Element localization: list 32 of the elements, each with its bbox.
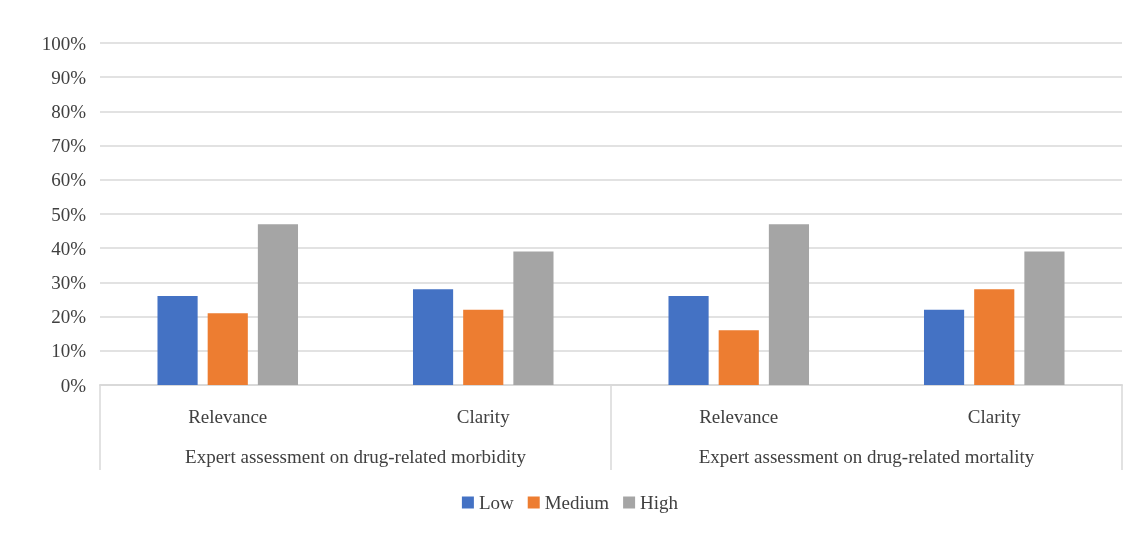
y-tick-label: 80%	[51, 100, 87, 122]
legend-label: High	[640, 492, 679, 513]
bar	[463, 309, 504, 385]
bar	[1024, 251, 1065, 385]
bar	[718, 330, 759, 385]
bar	[668, 296, 709, 385]
bar	[768, 224, 810, 385]
bar	[974, 289, 1015, 385]
y-tick-label: 20%	[51, 306, 87, 328]
y-tick-label: 60%	[51, 169, 87, 191]
bar	[513, 251, 554, 385]
bar	[207, 313, 248, 385]
legend-label: Low	[478, 492, 514, 513]
x-tick-label: Clarity	[967, 406, 1022, 427]
y-tick-label: 30%	[51, 271, 87, 293]
y-tick-label: 10%	[51, 340, 87, 362]
x-tick-label: Relevance	[699, 406, 779, 427]
text: Expert assessment on drug-related morbidity	[185, 446, 527, 467]
x-tick-label: Relevance	[188, 406, 268, 427]
y-tick-label: 70%	[51, 135, 87, 157]
y-tick-label: 100%	[41, 32, 87, 54]
y-tick-label: 90%	[51, 66, 87, 88]
bar	[157, 296, 198, 385]
y-tick-label: 40%	[51, 237, 87, 259]
x-tick-label: Clarity	[456, 406, 511, 427]
bar	[412, 289, 454, 385]
text: Expert assessment on drug-related mortality	[698, 446, 1035, 467]
y-tick-label: 0%	[60, 374, 87, 396]
legend-label: Medium	[544, 492, 610, 513]
bar	[923, 309, 965, 385]
y-tick-label: 50%	[51, 203, 87, 225]
bar	[257, 224, 299, 385]
